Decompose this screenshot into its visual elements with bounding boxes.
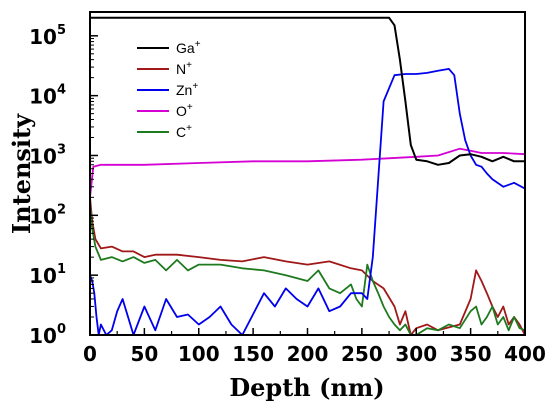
legend-label-ga: Ga+ bbox=[176, 39, 201, 56]
y-tick-label: 104 bbox=[29, 83, 66, 109]
series-line-zn bbox=[90, 68, 525, 335]
legend-label-c: C+ bbox=[176, 123, 192, 140]
x-tick-label: 50 bbox=[130, 342, 158, 366]
legend-label-o: O+ bbox=[176, 102, 193, 119]
y-tick-label: 105 bbox=[29, 23, 66, 49]
x-tick-label: 200 bbox=[287, 342, 329, 366]
series-layer bbox=[90, 16, 525, 335]
series-line-ga bbox=[90, 16, 525, 166]
legend: Ga+ N+ Zn+ O+ C+ bbox=[137, 39, 201, 140]
legend-label-zn: Zn+ bbox=[176, 81, 198, 98]
legend-label-n: N+ bbox=[176, 60, 192, 77]
y-tick-label: 101 bbox=[29, 262, 66, 288]
plot-frame bbox=[89, 11, 526, 336]
x-axis-title: Depth (nm) bbox=[229, 373, 384, 402]
x-tick-label: 300 bbox=[395, 342, 437, 366]
x-tick-label: 350 bbox=[450, 342, 492, 366]
series-line-n bbox=[90, 197, 525, 335]
x-tick-label: 150 bbox=[232, 342, 274, 366]
y-axis-title: Intensity bbox=[7, 113, 36, 234]
series-line-c bbox=[90, 204, 525, 335]
x-axis-ticks: 0 50 100 150 200 250 300 350 400 bbox=[83, 328, 546, 366]
x-tick-label: 0 bbox=[83, 342, 97, 366]
x-tick-label: 250 bbox=[341, 342, 383, 366]
x-tick-label: 100 bbox=[178, 342, 220, 366]
series-line-o bbox=[90, 147, 525, 198]
y-tick-label: 100 bbox=[29, 322, 66, 348]
x-tick-label: 400 bbox=[504, 342, 546, 366]
